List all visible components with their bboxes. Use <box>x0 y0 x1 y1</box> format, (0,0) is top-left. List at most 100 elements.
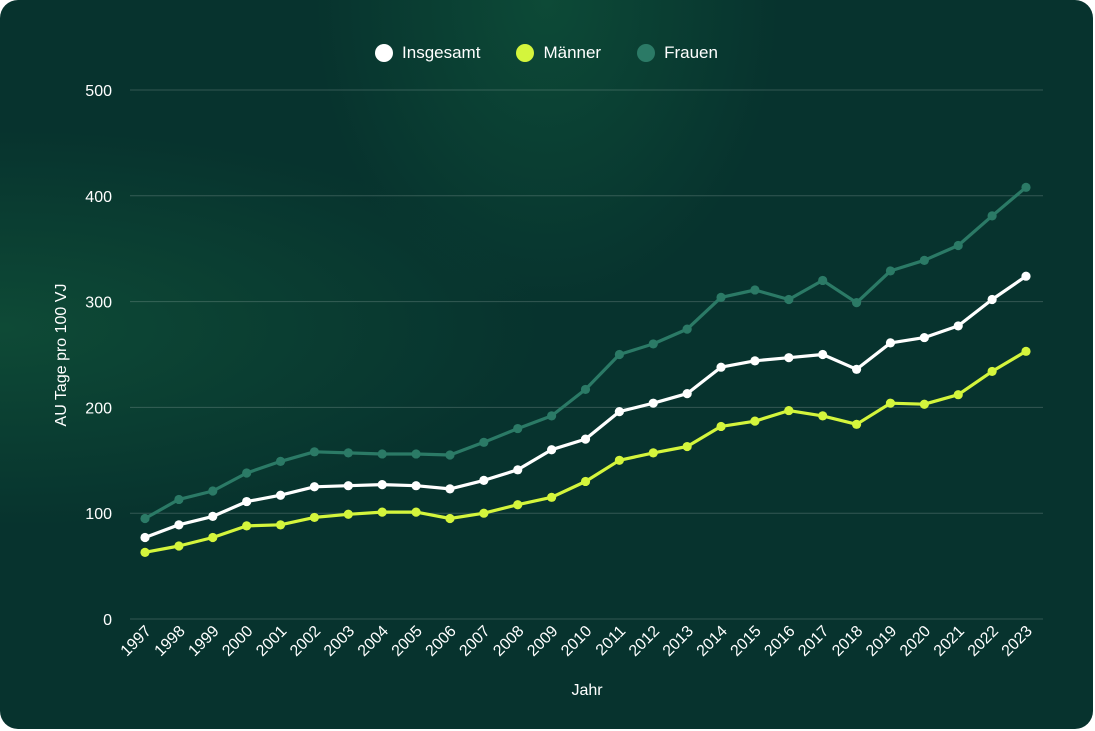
point-frauen-2023 <box>1021 182 1031 192</box>
x-tick-2007: 2007 <box>456 623 493 660</box>
point-frauen-2000 <box>242 468 252 478</box>
legend-item-frauen: Frauen <box>637 43 718 63</box>
point-manner-2017 <box>818 411 828 421</box>
legend-label-frauen: Frauen <box>664 43 718 62</box>
legend-swatch-insgesamt <box>375 44 394 62</box>
point-insgesamt-1997 <box>140 532 150 543</box>
point-manner-2023 <box>1021 346 1031 356</box>
legend-label-manner: Männer <box>543 43 602 62</box>
point-manner-2005 <box>411 507 421 517</box>
point-frauen-2006 <box>445 450 455 460</box>
chart-legend: Insgesamt Männer Frauen <box>0 40 1093 66</box>
legend-item-insgesamt: Insgesamt <box>375 43 480 63</box>
point-manner-2002 <box>309 512 320 523</box>
x-tick-2002: 2002 <box>287 623 324 660</box>
x-tick-2017: 2017 <box>795 623 832 660</box>
point-insgesamt-2002 <box>309 482 320 492</box>
point-frauen-2003 <box>343 448 353 458</box>
point-insgesamt-2011 <box>614 407 624 417</box>
point-frauen-2019 <box>885 266 896 276</box>
point-frauen-2011 <box>614 349 624 360</box>
x-tick-2014: 2014 <box>694 623 731 660</box>
point-insgesamt-2020 <box>919 332 929 343</box>
point-manner-2010 <box>580 476 591 487</box>
point-manner-2012 <box>648 448 658 458</box>
x-tick-2019: 2019 <box>863 623 900 660</box>
point-manner-2014 <box>716 421 726 432</box>
point-insgesamt-2009 <box>547 445 557 455</box>
point-frauen-2002 <box>309 447 320 457</box>
point-manner-1998 <box>174 541 184 551</box>
x-tick-2010: 2010 <box>558 623 595 660</box>
point-frauen-1997 <box>140 513 150 524</box>
x-tick-2004: 2004 <box>355 623 392 660</box>
x-tick-2020: 2020 <box>897 623 934 660</box>
point-insgesamt-2008 <box>513 465 523 475</box>
point-frauen-2016 <box>784 294 794 305</box>
legend-item-manner: Männer <box>516 43 601 63</box>
legend-label-insgesamt: Insgesamt <box>402 43 481 62</box>
point-frauen-2001 <box>275 456 286 466</box>
x-tick-2013: 2013 <box>660 623 697 660</box>
legend-swatch-frauen <box>637 44 656 62</box>
x-tick-2005: 2005 <box>389 623 426 660</box>
x-tick-2006: 2006 <box>423 623 460 660</box>
point-frauen-2015 <box>750 285 760 295</box>
point-manner-2006 <box>445 513 455 524</box>
point-frauen-2013 <box>682 324 692 334</box>
point-frauen-2014 <box>716 292 726 302</box>
point-insgesamt-2004 <box>377 480 387 490</box>
point-manner-2020 <box>919 399 929 409</box>
point-frauen-2004 <box>377 449 387 459</box>
x-tick-2015: 2015 <box>728 623 765 660</box>
y-axis-label: AU Tage pro 100 VJ <box>53 284 70 427</box>
y-tick-500: 500 <box>85 83 112 100</box>
point-insgesamt-2018 <box>851 364 862 374</box>
point-frauen-1998 <box>174 494 184 505</box>
point-manner-2001 <box>275 520 286 530</box>
point-insgesamt-2015 <box>750 356 760 366</box>
point-manner-2000 <box>242 521 252 531</box>
point-insgesamt-2023 <box>1021 271 1031 281</box>
point-frauen-2018 <box>851 298 862 308</box>
point-insgesamt-2021 <box>953 321 963 331</box>
y-tick-300: 300 <box>85 295 112 312</box>
x-tick-2023: 2023 <box>999 623 1036 660</box>
point-insgesamt-2003 <box>343 481 353 491</box>
x-tick-2012: 2012 <box>626 623 663 660</box>
point-insgesamt-2007 <box>479 475 489 486</box>
point-frauen-2008 <box>513 423 523 434</box>
point-insgesamt-2016 <box>784 353 794 363</box>
point-frauen-2020 <box>919 255 929 265</box>
point-manner-2018 <box>851 419 862 429</box>
point-manner-2015 <box>750 416 760 426</box>
point-insgesamt-1999 <box>208 511 218 521</box>
x-axis-label: Jahr <box>571 682 603 699</box>
point-frauen-2005 <box>411 449 421 459</box>
x-tick-2003: 2003 <box>321 623 358 660</box>
x-tick-2001: 2001 <box>253 623 290 660</box>
point-frauen-2021 <box>953 240 963 251</box>
point-manner-1997 <box>140 547 150 557</box>
x-tick-2022: 2022 <box>965 623 1002 660</box>
point-manner-2008 <box>513 500 523 510</box>
point-manner-2021 <box>953 390 963 400</box>
x-tick-2008: 2008 <box>490 623 527 660</box>
point-insgesamt-2013 <box>682 389 692 399</box>
x-tick-1998: 1998 <box>152 623 189 660</box>
y-tick-100: 100 <box>85 506 112 523</box>
point-insgesamt-2000 <box>242 496 252 507</box>
point-manner-2016 <box>784 405 794 416</box>
point-frauen-2012 <box>648 339 658 349</box>
point-insgesamt-2022 <box>987 294 997 305</box>
point-frauen-2007 <box>479 437 489 447</box>
point-manner-2009 <box>547 492 557 502</box>
point-manner-2019 <box>885 398 896 408</box>
point-frauen-2009 <box>547 411 557 421</box>
point-frauen-2022 <box>987 211 997 221</box>
point-insgesamt-2001 <box>275 490 286 500</box>
point-frauen-2010 <box>580 384 591 395</box>
point-insgesamt-2010 <box>580 434 591 444</box>
point-manner-1999 <box>208 532 218 543</box>
